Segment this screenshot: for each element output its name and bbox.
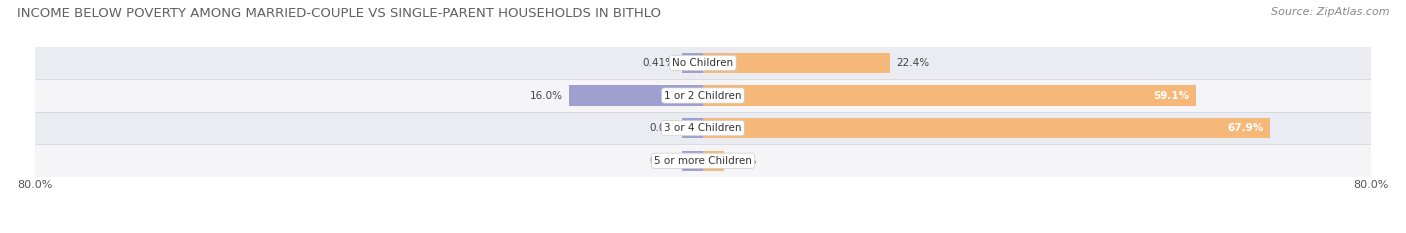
Text: 3 or 4 Children: 3 or 4 Children bbox=[664, 123, 742, 133]
Text: 0.0%: 0.0% bbox=[731, 156, 756, 166]
Bar bbox=[682, 151, 703, 171]
Text: 5 or more Children: 5 or more Children bbox=[654, 156, 752, 166]
Bar bbox=[703, 53, 890, 73]
Bar bbox=[703, 118, 1270, 138]
Bar bbox=[35, 144, 1371, 177]
Bar bbox=[682, 53, 703, 73]
Text: 16.0%: 16.0% bbox=[530, 91, 562, 100]
Text: 1 or 2 Children: 1 or 2 Children bbox=[664, 91, 742, 100]
Text: 0.0%: 0.0% bbox=[650, 123, 675, 133]
Bar bbox=[703, 151, 724, 171]
Bar bbox=[703, 86, 1197, 106]
Text: 67.9%: 67.9% bbox=[1227, 123, 1263, 133]
Bar bbox=[35, 47, 1371, 79]
Text: INCOME BELOW POVERTY AMONG MARRIED-COUPLE VS SINGLE-PARENT HOUSEHOLDS IN BITHLO: INCOME BELOW POVERTY AMONG MARRIED-COUPL… bbox=[17, 7, 661, 20]
Text: Source: ZipAtlas.com: Source: ZipAtlas.com bbox=[1271, 7, 1389, 17]
Text: 22.4%: 22.4% bbox=[897, 58, 929, 68]
Bar bbox=[35, 79, 1371, 112]
Text: No Children: No Children bbox=[672, 58, 734, 68]
Text: 59.1%: 59.1% bbox=[1153, 91, 1189, 100]
Bar bbox=[35, 112, 1371, 144]
Text: 0.0%: 0.0% bbox=[650, 156, 675, 166]
Text: 0.41%: 0.41% bbox=[643, 58, 675, 68]
Bar bbox=[682, 118, 703, 138]
Bar bbox=[569, 86, 703, 106]
